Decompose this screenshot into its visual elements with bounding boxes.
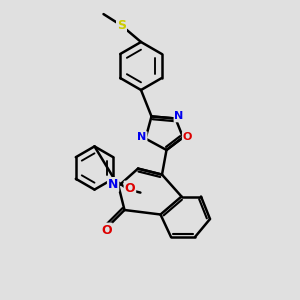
Text: O: O xyxy=(183,132,192,142)
Text: N: N xyxy=(175,111,184,122)
Text: N: N xyxy=(137,132,146,142)
Text: O: O xyxy=(101,224,112,237)
Text: O: O xyxy=(124,182,135,195)
Text: S: S xyxy=(117,19,126,32)
Text: N: N xyxy=(108,178,118,191)
